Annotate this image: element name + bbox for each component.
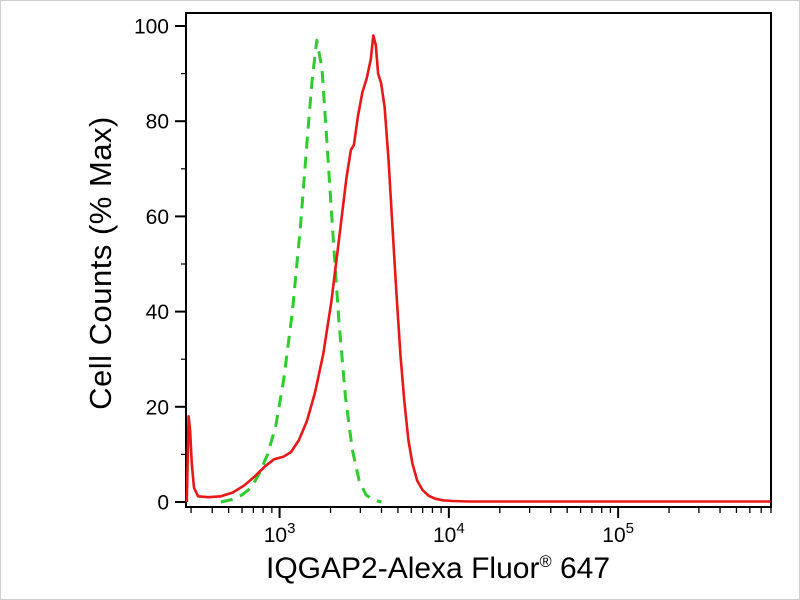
y-tick-label: 60	[146, 206, 169, 229]
plot-frame	[185, 12, 772, 508]
x-tick-label: 104	[433, 520, 465, 547]
y-tick-label: 40	[146, 301, 169, 324]
y-tick-label: 20	[146, 396, 169, 419]
y-tick-label: 80	[146, 111, 169, 134]
x-axis-label-text: IQGAP2-Alexa Fluor	[266, 552, 540, 585]
x-tick-label: 103	[264, 520, 296, 547]
series-control-curve	[220, 38, 382, 504]
x-axis-label-suffix: 647	[551, 552, 610, 585]
x-tick-label: 105	[602, 520, 634, 547]
y-tick-label: 100	[134, 16, 169, 39]
registered-trademark-sup: ®	[539, 553, 552, 571]
y-tick-label: 0	[157, 492, 169, 515]
y-axis-label: Cell Counts (% Max)	[83, 116, 118, 410]
series-IQGAP2-stained-curve	[185, 34, 771, 503]
x-axis-label: IQGAP2-Alexa Fluor® 647	[266, 552, 610, 586]
